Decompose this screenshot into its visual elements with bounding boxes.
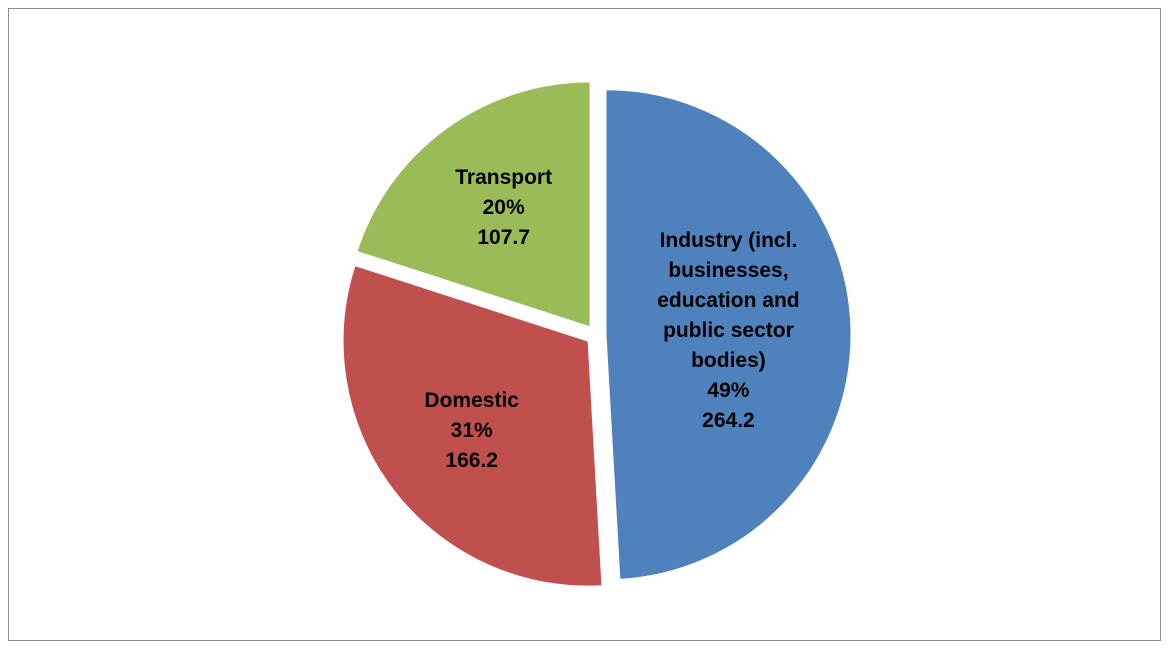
value-label: 107.7 <box>477 226 530 250</box>
value-label: 166.2 <box>445 448 498 472</box>
pie-slice <box>342 264 603 587</box>
pie-slice <box>356 81 591 328</box>
data-label: Industry (incl. businesses, education an… <box>628 226 828 436</box>
percentage-label: 31% <box>450 418 493 442</box>
pie-slice <box>605 89 852 580</box>
data-label: Domestic 31% 166.2 <box>424 386 519 476</box>
percentage-label: 20% <box>482 196 525 220</box>
category-label: Domestic <box>424 388 519 412</box>
percentage-label: 49% <box>707 379 750 403</box>
data-label: Transport 20% 107.7 <box>455 163 552 253</box>
category-label: Transport <box>455 166 553 190</box>
value-label: 264.2 <box>702 409 755 433</box>
category-label: Industry (incl. businesses, education an… <box>657 229 800 373</box>
